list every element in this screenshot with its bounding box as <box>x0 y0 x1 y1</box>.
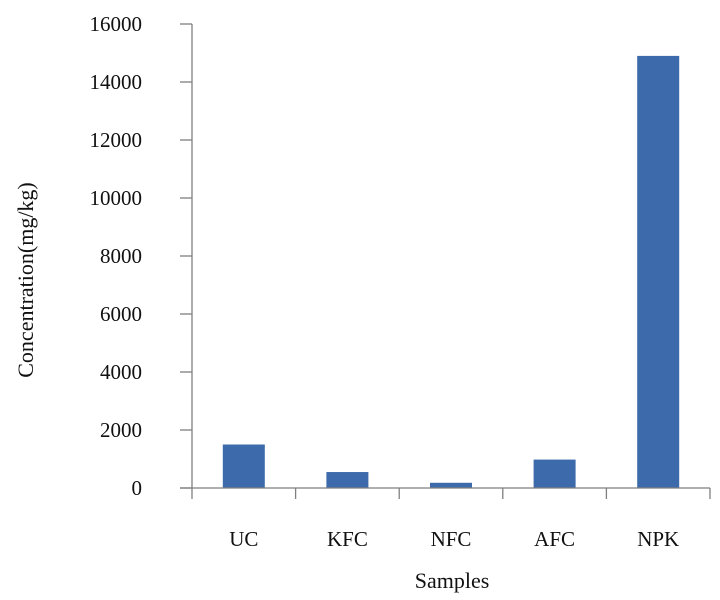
x-category-label: NPK <box>637 527 679 551</box>
x-axis-category-labels: UC KFC NFC AFC NPK <box>229 527 679 551</box>
bar-kfc <box>326 472 369 488</box>
y-tick-label: 10000 <box>90 186 143 210</box>
bar-afc <box>533 459 576 488</box>
y-tick-label: 0 <box>132 476 143 500</box>
y-tick-label: 14000 <box>90 70 143 94</box>
y-tick-label: 4000 <box>100 360 142 384</box>
x-category-label: UC <box>229 527 258 551</box>
y-tick-label: 8000 <box>100 244 142 268</box>
bar-npk <box>637 55 680 489</box>
y-axis-title: Concentration(mg/kg) <box>13 182 38 378</box>
y-tick-label: 12000 <box>90 128 143 152</box>
x-category-label: KFC <box>327 527 368 551</box>
y-tick-label: 2000 <box>100 418 142 442</box>
bar-nfc <box>430 482 472 488</box>
bars <box>222 55 680 489</box>
y-tick-label: 16000 <box>90 12 143 36</box>
x-axis-ticks <box>191 488 711 499</box>
y-tick-label: 6000 <box>100 302 142 326</box>
y-axis-ticks: 0 2000 4000 6000 8000 10000 12000 14000 16000 <box>90 12 192 500</box>
x-category-label: AFC <box>534 527 575 551</box>
bar-uc <box>222 444 265 488</box>
x-axis-title: Samples <box>415 568 490 593</box>
x-category-label: NFC <box>431 527 472 551</box>
